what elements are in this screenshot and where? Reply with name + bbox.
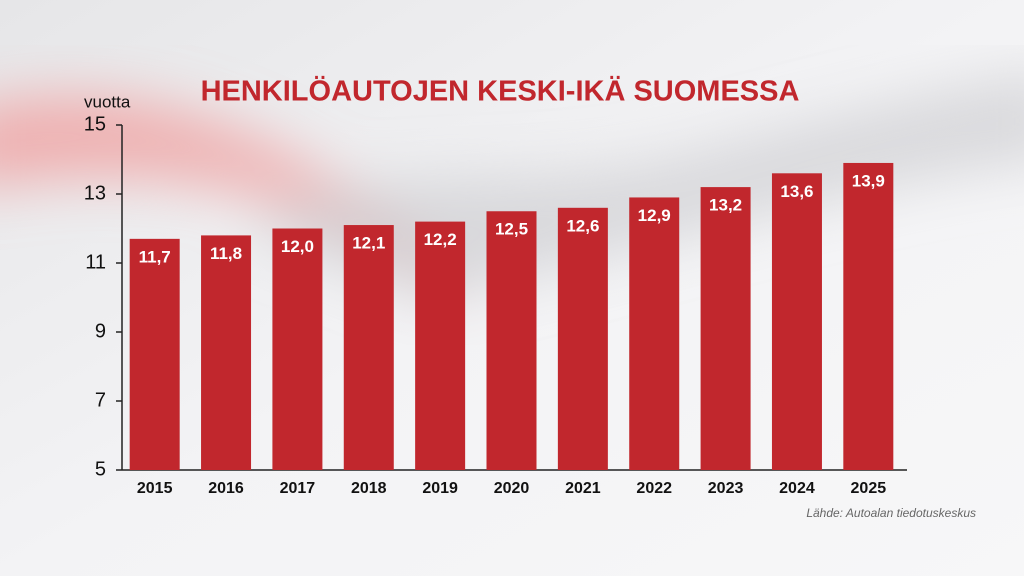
bar: [843, 162, 894, 470]
x-tick-label: 2022: [636, 480, 672, 497]
y-tick-label: 5: [95, 458, 106, 480]
bar: [343, 225, 394, 470]
bar: [557, 207, 608, 471]
y-tick-label: 9: [95, 320, 106, 342]
x-tick-label: 2024: [779, 480, 815, 497]
x-tick-label: 2017: [280, 480, 316, 497]
value-label: 12,5: [495, 220, 528, 239]
value-label: 11,7: [139, 247, 171, 266]
source: Lähde: Autoalan tiedotuskeskus: [806, 506, 976, 520]
bar: [201, 235, 252, 470]
value-label: 12,6: [566, 216, 599, 235]
x-tick-label: 2021: [565, 480, 601, 497]
x-tick-label: 2025: [851, 480, 887, 497]
value-label: 13,6: [780, 182, 813, 201]
x-tick-label: 2023: [708, 480, 744, 497]
bar: [272, 228, 323, 470]
bar: [629, 197, 680, 470]
chart-title: HENKILÖAUTOJEN KESKI-IKÄ SUOMESSA: [201, 75, 800, 108]
value-label: 13,9: [852, 171, 885, 190]
bar: [486, 211, 537, 470]
y-axis-label: vuotta: [84, 92, 131, 111]
value-label: 12,9: [638, 206, 671, 225]
y-tick-label: 13: [84, 182, 106, 204]
value-label: 12,0: [281, 237, 314, 256]
x-tick-label: 2015: [137, 480, 173, 497]
value-label: 12,2: [424, 230, 457, 249]
bar: [415, 221, 466, 470]
y-tick-label: 15: [84, 113, 106, 135]
value-label: 11,8: [210, 244, 242, 263]
y-tick-label: 7: [95, 389, 106, 411]
y-tick-label: 11: [85, 251, 106, 273]
x-tick-label: 2019: [422, 480, 458, 497]
x-tick-label: 2020: [494, 480, 530, 497]
x-tick-label: 2018: [351, 480, 387, 497]
bar: [771, 173, 822, 471]
value-label: 13,2: [709, 196, 742, 215]
x-tick-label: 2016: [208, 480, 244, 497]
value-label: 12,1: [352, 234, 385, 253]
bar: [129, 238, 180, 470]
bar: [700, 187, 751, 470]
